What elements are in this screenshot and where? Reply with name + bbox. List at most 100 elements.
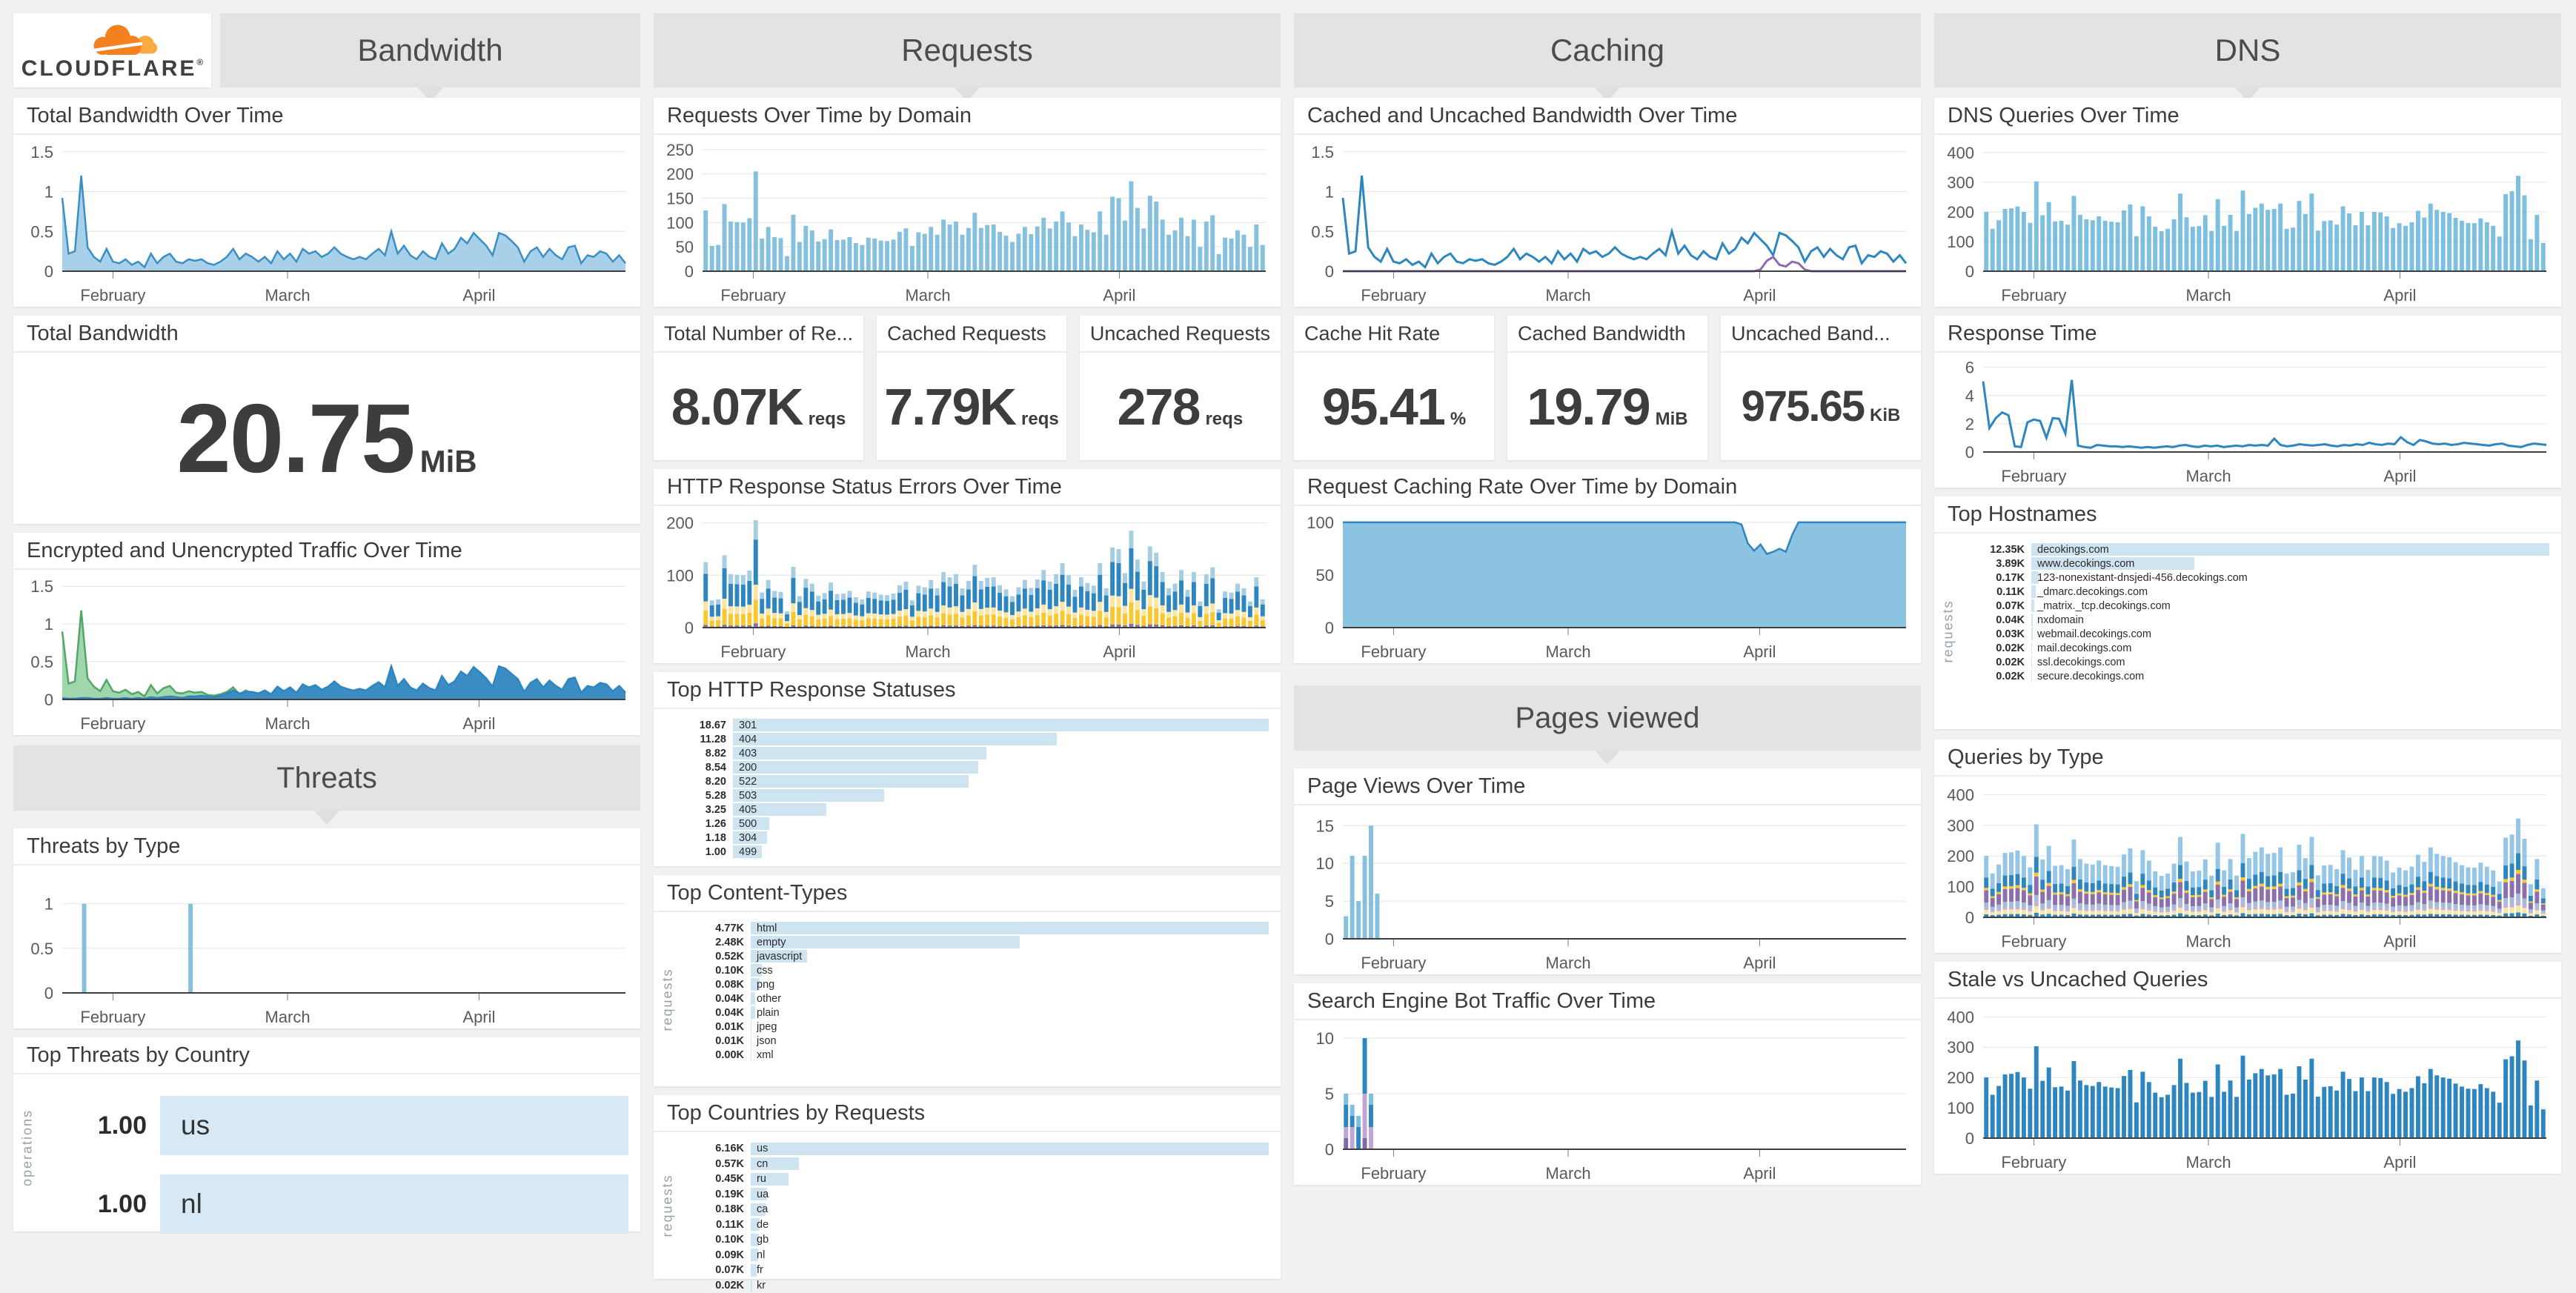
hbar-label: 200 [739,762,757,774]
svg-text:March: March [905,642,950,661]
svg-text:15: 15 [1316,817,1334,835]
panel-cached-uncached-bandwidth: Cached and Uncached Bandwidth Over Time … [1294,98,1921,307]
brand-name: CLOUDFLARE [21,58,197,80]
stat-value: 95.41 [1322,377,1444,436]
hbar-bar [751,992,755,1005]
hbar-track: nl [160,1174,628,1234]
hbar-value: 0.07K [689,1264,751,1276]
svg-text:400: 400 [1947,785,1974,804]
hbar-label: 123-nonexistant-dnsjedi-456.decokings.co… [2037,572,2248,584]
svg-text:5: 5 [1325,1085,1334,1103]
hbar-row[interactable]: 0.17K 123-nonexistant-dnsjedi-456.decokin… [1970,571,2549,585]
stat-unit: % [1450,409,1466,430]
hbar-bar [751,1264,757,1277]
hbar-track: 500 [733,817,1269,830]
hbar-value: 11.28 [671,734,733,745]
hbar-row[interactable]: 0.11K_dmarc.decokings.com [1970,585,2549,599]
hbar-value: 0.00K [689,1049,751,1061]
hbar-label: 503 [739,790,757,802]
cloudflare-cloud-icon [83,21,167,58]
hbar-value: 0.11K [689,1219,751,1231]
section-header-label: DNS [2215,33,2281,68]
hbar-track: nl [751,1249,1269,1261]
hbar-label: de [757,1219,769,1231]
section-header-label: Requests [901,33,1032,68]
svg-text:March: March [1545,1164,1590,1183]
svg-text:April: April [2383,1153,2416,1171]
svg-text:400: 400 [1947,144,1974,162]
column-caching: Caching Cached and Uncached Bandwidth Ov… [1294,13,1921,1194]
hbar-value: 0.17K [1970,572,2031,584]
hbar-row[interactable]: 0.07K_matrix._tcp.decokings.com [1970,599,2549,613]
hbar-label: ru [757,1173,766,1185]
hbar-value: 0.10K [689,965,751,977]
svg-text:10: 10 [1316,1029,1334,1048]
hbar-bar [733,775,969,788]
svg-text:February: February [2001,932,2066,951]
svg-text:1: 1 [44,895,53,914]
hbar-row[interactable]: 0.11K de [689,1217,1269,1233]
stat-unit: reqs [1021,409,1059,430]
hbar-value: 3.89K [1970,558,2031,570]
panel-title: Total Bandwidth Over Time [13,98,640,135]
section-header-threats: Threats [13,745,640,811]
